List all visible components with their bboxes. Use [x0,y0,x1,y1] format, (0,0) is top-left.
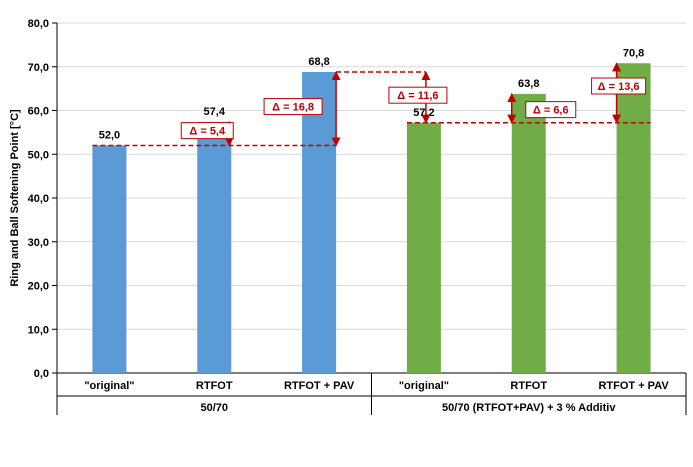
y-tick-label: 10,0 [28,324,49,336]
category-label: "original" [84,380,134,392]
bar [511,93,546,373]
delta-label: Δ = 6,6 [533,105,569,117]
delta-box [263,98,323,116]
y-tick-label: 30,0 [28,237,49,249]
y-tick-label: 40,0 [28,193,49,205]
group-label: 50/70 (RTFOT+PAV) + 3 % Additiv [442,402,616,414]
delta-box [525,101,577,119]
delta-label: Δ = 11,6 [397,90,438,102]
bar [197,121,232,373]
bar-value-label: 52,0 [99,130,120,142]
y-axis-title: Ring and Ball Softening Point [°C] [9,109,21,287]
delta-label: Δ = 13,6 [598,81,640,93]
y-tick-label: 60,0 [28,106,49,118]
bar-value-label: 57,4 [204,106,226,118]
y-tick-label: 80,0 [28,18,49,30]
y-tick-label: 0,0 [34,368,49,380]
bar [616,63,651,373]
delta-box [388,86,448,104]
delta-label: Δ = 5,4 [189,126,226,138]
bar [92,145,127,373]
category-label: RTFOT + PAV [284,380,355,392]
category-label: "original" [399,380,449,392]
y-tick-label: 20,0 [28,281,49,293]
bar-value-label: 63,8 [518,78,539,90]
bar-value-label: 57,2 [413,107,434,119]
bar [406,122,441,373]
bar [302,72,337,373]
group-label: 50/70 [200,402,228,414]
bar-value-label: 68,8 [308,56,329,68]
category-label: RTFOT + PAV [598,380,669,392]
delta-box [180,122,234,140]
y-tick-label: 50,0 [28,149,49,161]
delta-label: Δ = 16,8 [272,102,314,114]
category-label: RTFOT [510,380,547,392]
bar-value-label: 70,8 [623,47,644,59]
y-tick-label: 70,0 [28,62,49,74]
category-label: RTFOT [196,380,233,392]
delta-box [591,77,647,95]
